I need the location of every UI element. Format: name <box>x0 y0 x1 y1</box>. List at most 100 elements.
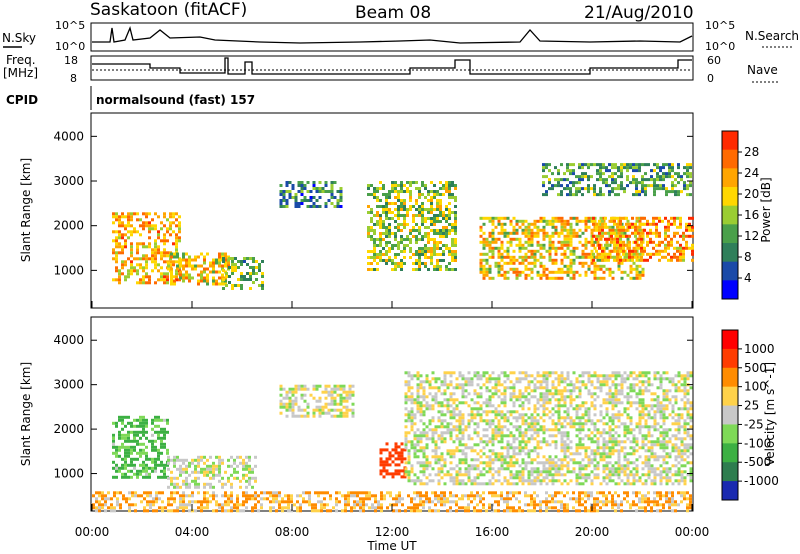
heatmap-cell <box>572 383 576 387</box>
heatmap-cell <box>653 425 657 429</box>
heatmap-cell <box>294 390 298 394</box>
heatmap-cell <box>427 247 430 250</box>
heatmap-cell <box>342 414 346 418</box>
heatmap-cell <box>518 392 522 396</box>
heatmap-cell <box>243 257 246 260</box>
heatmap-cell <box>611 392 615 396</box>
heatmap-cell <box>527 374 531 378</box>
heatmap-cell <box>370 256 373 259</box>
heatmap-cell <box>163 475 166 479</box>
heatmap-cell <box>407 410 411 414</box>
heatmap-cell <box>497 467 501 471</box>
heatmap-cell <box>455 407 459 411</box>
heatmap-cell <box>689 443 693 447</box>
heatmap-cell <box>476 413 480 417</box>
heatmap-cell <box>680 374 684 378</box>
heatmap-cell <box>545 395 549 399</box>
heatmap-cell <box>635 181 638 185</box>
heatmap-cell <box>638 422 642 426</box>
heatmap-cell <box>245 473 248 477</box>
heatmap-cell <box>394 226 397 229</box>
heatmap-cell <box>581 261 585 265</box>
heatmap-cell <box>632 252 636 256</box>
heatmap-cell <box>160 427 163 431</box>
heatmap-cell <box>306 402 310 406</box>
freq-label: Freq. <box>6 53 36 67</box>
heatmap-cell <box>542 479 546 483</box>
heatmap-cell <box>641 404 645 408</box>
heatmap-cell <box>170 482 173 486</box>
heatmap-cell <box>653 422 657 426</box>
heatmap-cell <box>410 425 414 429</box>
heatmap-cell <box>650 416 654 420</box>
heatmap-cell <box>145 215 148 219</box>
heatmap-cell <box>677 431 681 435</box>
heatmap-cell <box>629 482 633 486</box>
heatmap-cell <box>542 404 546 408</box>
heatmap-cell <box>225 284 228 287</box>
heatmap-cell <box>610 231 613 235</box>
heatmap-cell <box>653 455 657 459</box>
heatmap-cell <box>545 401 549 405</box>
heatmap-cell <box>385 199 388 202</box>
heatmap-cell <box>557 410 561 414</box>
heatmap-cell <box>479 461 483 465</box>
heatmap-cell <box>169 227 172 231</box>
heatmap-cell <box>419 419 423 423</box>
heatmap-cell <box>434 440 438 444</box>
heatmap-cell <box>231 284 234 287</box>
heatmap-cell <box>632 479 636 483</box>
heatmap-cell <box>440 470 444 474</box>
heatmap-cell <box>590 482 594 486</box>
heatmap-cell <box>376 196 379 199</box>
heatmap-cell <box>527 261 531 265</box>
heatmap-cell <box>203 276 206 280</box>
heatmap-cell <box>422 464 426 468</box>
heatmap-cell <box>557 267 561 271</box>
heatmap-cell <box>584 246 588 250</box>
heatmap-cell <box>629 416 633 420</box>
heatmap-cell <box>404 434 408 438</box>
heatmap-cell <box>671 383 675 387</box>
heatmap-cell <box>524 422 528 426</box>
heatmap-cell <box>578 470 582 474</box>
heatmap-cell <box>434 431 438 435</box>
heatmap-cell <box>566 470 570 474</box>
heatmap-cell <box>548 458 552 462</box>
heatmap-cell <box>182 467 185 471</box>
heatmap-cell <box>98 503 101 507</box>
heatmap-cell <box>587 461 591 465</box>
heatmap-cell <box>130 457 133 461</box>
heatmap-cell <box>461 386 465 390</box>
heatmap-cell <box>421 250 424 253</box>
heatmap-cell <box>421 220 424 223</box>
heatmap-cell <box>647 413 651 417</box>
nsky-trace <box>92 25 693 44</box>
heatmap-cell <box>632 473 636 477</box>
heatmap-cell <box>581 458 585 462</box>
heatmap-cell <box>530 276 534 280</box>
heatmap-cell <box>454 229 457 232</box>
heatmap-cell <box>436 205 439 208</box>
heatmap-cell <box>689 413 693 417</box>
heatmap-cell <box>206 279 209 283</box>
heatmap-cell <box>569 163 572 167</box>
heatmap-cell <box>601 219 604 223</box>
heatmap-cell <box>404 461 408 465</box>
heatmap-cell <box>653 467 657 471</box>
heatmap-cell <box>443 425 447 429</box>
heatmap-cell <box>614 482 618 486</box>
heatmap-cell <box>397 451 401 455</box>
heatmap-cell <box>413 482 417 486</box>
heatmap-cell <box>427 193 430 196</box>
heatmap-cell <box>578 443 582 447</box>
heatmap-cell <box>524 377 528 381</box>
heatmap-cell <box>665 470 669 474</box>
heatmap-cell <box>563 249 567 253</box>
heatmap-cell <box>563 270 567 274</box>
heatmap-cell <box>221 476 224 480</box>
heatmap-cell <box>656 166 659 170</box>
heatmap-cell <box>445 232 448 235</box>
heatmap-cell <box>587 419 591 423</box>
heatmap-cell <box>601 222 604 226</box>
